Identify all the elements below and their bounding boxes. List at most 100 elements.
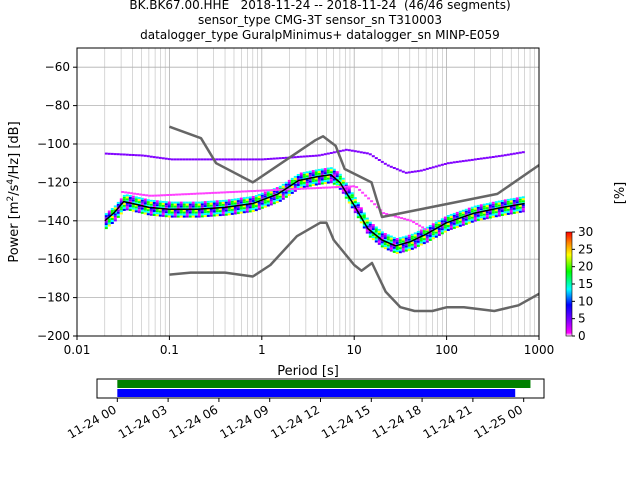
density-cell — [371, 230, 375, 233]
density-cell — [479, 216, 483, 219]
density-cell — [251, 200, 255, 202]
density-cell — [176, 215, 180, 218]
outlier-band-cell — [290, 156, 294, 159]
density-cell — [137, 205, 141, 208]
density-cell — [302, 181, 306, 184]
density-cell — [443, 216, 447, 219]
density-cell — [368, 235, 372, 238]
density-cell — [110, 208, 114, 210]
secondary-branch-cell — [127, 191, 131, 194]
density-cell — [155, 208, 159, 211]
density-cell — [158, 208, 162, 211]
secondary-branch-cell — [385, 213, 389, 215]
density-cell — [128, 197, 132, 199]
outlier-band-cell — [131, 154, 135, 156]
secondary-branch-cell — [376, 206, 380, 209]
density-cell — [482, 205, 486, 208]
density-cell — [383, 245, 387, 248]
density-cell — [104, 225, 108, 228]
density-cell — [494, 203, 498, 206]
density-cell — [356, 206, 360, 209]
outlier-band-cell — [278, 157, 282, 160]
density-cell — [452, 226, 456, 229]
density-cell — [317, 180, 321, 183]
y-axis-label: Power [m2/s4/Hz] [dB] — [6, 121, 22, 262]
density-cell — [104, 213, 108, 216]
density-cell — [515, 207, 519, 210]
density-cell — [311, 178, 315, 181]
outlier-band-cell — [494, 155, 498, 158]
density-cell — [161, 204, 165, 207]
density-cell — [317, 176, 321, 179]
density-cell — [431, 223, 435, 226]
density-cell — [440, 228, 444, 231]
density-cell — [161, 208, 165, 211]
density-cell — [284, 191, 288, 194]
density-cell — [305, 171, 309, 174]
outlier-band-cell — [116, 153, 120, 156]
density-cell — [383, 235, 387, 238]
density-cell — [143, 212, 147, 215]
density-cell — [113, 217, 117, 220]
secondary-branch-cell — [394, 215, 398, 218]
density-cell — [242, 209, 246, 212]
timeline-bar-blue — [117, 389, 516, 397]
density-cell — [134, 206, 138, 209]
density-cell — [179, 215, 183, 218]
density-cell — [203, 209, 207, 212]
secondary-branch-cell — [310, 187, 314, 190]
density-cell — [344, 194, 348, 197]
density-cell — [428, 227, 432, 229]
density-cell — [140, 199, 144, 202]
density-cell — [182, 209, 186, 212]
density-cell — [416, 232, 420, 235]
density-cell — [284, 195, 288, 198]
density-cell — [149, 211, 153, 214]
density-cell — [143, 208, 147, 211]
secondary-branch-cell — [226, 191, 230, 194]
density-cell — [206, 210, 210, 213]
density-cell — [362, 226, 366, 229]
density-cell — [470, 214, 474, 217]
outlier-band-cell — [188, 158, 192, 161]
density-cell — [449, 215, 453, 218]
density-cell — [167, 205, 171, 208]
secondary-branch-cell — [271, 189, 275, 192]
density-cell — [407, 234, 411, 237]
density-cell — [215, 200, 219, 203]
density-cell — [458, 220, 462, 223]
density-cell — [413, 242, 417, 245]
outlier-band-cell — [248, 158, 252, 161]
density-cell — [173, 211, 177, 214]
density-cell — [344, 196, 348, 199]
ppsd-plot-area: 0.01 0.1 1 10 100 1000 −200 −180 −160 −140 −120 −1… — [6, 47, 554, 379]
density-cell — [257, 207, 261, 210]
density-cell — [518, 210, 522, 213]
density-cell — [107, 224, 111, 227]
density-cell — [176, 203, 180, 206]
density-cell — [254, 209, 258, 212]
density-cell — [356, 216, 360, 219]
density-cell — [332, 180, 336, 183]
density-cell — [212, 200, 216, 203]
density-cell — [488, 204, 492, 207]
density-cell — [320, 170, 324, 173]
density-cell — [497, 204, 501, 207]
density-cell — [203, 213, 207, 216]
density-cell — [302, 173, 306, 176]
density-cell — [164, 211, 168, 214]
density-cell — [416, 244, 420, 247]
density-cell — [233, 198, 237, 201]
outlier-band-cell — [185, 158, 189, 161]
density-cell — [179, 209, 183, 212]
secondary-branch-cell — [163, 194, 167, 197]
secondary-branch-cell — [196, 192, 200, 195]
density-cell — [479, 204, 483, 207]
density-cell — [389, 249, 393, 252]
density-cell — [338, 187, 342, 190]
density-cell — [350, 206, 354, 209]
secondary-branch-cell — [316, 187, 320, 189]
density-cell — [155, 200, 159, 203]
density-cell — [119, 210, 123, 213]
density-cell — [137, 203, 141, 206]
